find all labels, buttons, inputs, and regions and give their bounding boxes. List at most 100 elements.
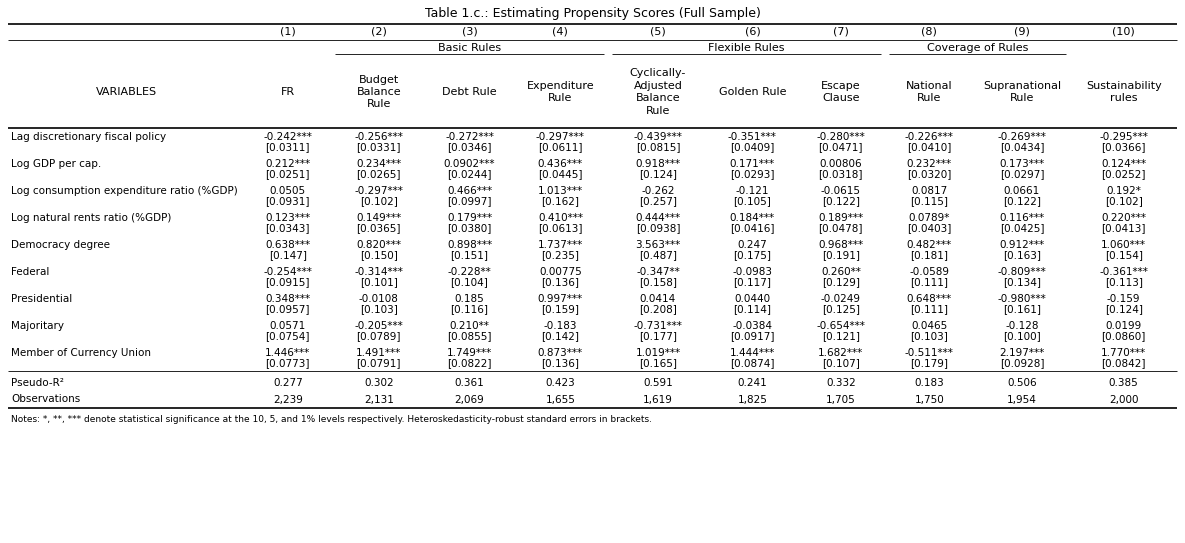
Text: Supranational
Rule: Supranational Rule bbox=[982, 81, 1061, 103]
Text: [0.0320]: [0.0320] bbox=[907, 169, 952, 179]
Text: Notes: *, **, *** denote statistical significance at the 10, 5, and 1% levels re: Notes: *, **, *** denote statistical sig… bbox=[11, 415, 652, 425]
Text: -0.183: -0.183 bbox=[544, 321, 577, 331]
Text: Expenditure
Rule: Expenditure Rule bbox=[526, 81, 594, 103]
Text: 1.682***: 1.682*** bbox=[818, 348, 864, 358]
Text: -0.262: -0.262 bbox=[641, 186, 674, 196]
Text: [0.105]: [0.105] bbox=[734, 197, 771, 206]
Text: [0.175]: [0.175] bbox=[734, 250, 771, 261]
Text: 0.123***: 0.123*** bbox=[265, 213, 310, 223]
Text: 0.210**: 0.210** bbox=[449, 321, 489, 331]
Text: -0.351***: -0.351*** bbox=[728, 132, 777, 142]
Text: [0.0791]: [0.0791] bbox=[357, 358, 401, 369]
Text: [0.0874]: [0.0874] bbox=[730, 358, 775, 369]
Text: [0.117]: [0.117] bbox=[734, 277, 771, 287]
Text: [0.136]: [0.136] bbox=[542, 358, 579, 369]
Text: (6): (6) bbox=[744, 27, 761, 37]
Text: (9): (9) bbox=[1014, 27, 1030, 37]
Text: 0.0465: 0.0465 bbox=[911, 321, 947, 331]
Text: -0.269***: -0.269*** bbox=[998, 132, 1046, 142]
Text: -0.347**: -0.347** bbox=[636, 267, 680, 277]
Text: [0.0931]: [0.0931] bbox=[265, 197, 310, 206]
Text: [0.0822]: [0.0822] bbox=[447, 358, 492, 369]
Text: 0.149***: 0.149*** bbox=[357, 213, 402, 223]
Text: 0.638***: 0.638*** bbox=[265, 240, 310, 250]
Text: [0.0938]: [0.0938] bbox=[635, 223, 680, 233]
Text: 1,954: 1,954 bbox=[1007, 395, 1037, 405]
Text: [0.0478]: [0.0478] bbox=[819, 223, 863, 233]
Text: Federal: Federal bbox=[11, 267, 50, 277]
Text: 0.234***: 0.234*** bbox=[357, 159, 402, 169]
Text: [0.102]: [0.102] bbox=[1104, 197, 1142, 206]
Text: [0.0611]: [0.0611] bbox=[538, 142, 583, 153]
Text: -0.128: -0.128 bbox=[1005, 321, 1039, 331]
Text: Cyclically-
Adjusted
Balance
Rule: Cyclically- Adjusted Balance Rule bbox=[629, 68, 686, 116]
Text: [0.113]: [0.113] bbox=[1104, 277, 1142, 287]
Text: Lag discretionary fiscal policy: Lag discretionary fiscal policy bbox=[11, 132, 166, 142]
Text: [0.0252]: [0.0252] bbox=[1101, 169, 1146, 179]
Text: Golden Rule: Golden Rule bbox=[718, 87, 786, 97]
Text: [0.0917]: [0.0917] bbox=[730, 331, 775, 342]
Text: 0.0199: 0.0199 bbox=[1106, 321, 1142, 331]
Text: VARIABLES: VARIABLES bbox=[96, 87, 156, 97]
Text: [0.0409]: [0.0409] bbox=[730, 142, 775, 153]
Text: 0.184***: 0.184*** bbox=[730, 213, 775, 223]
Text: 0.232***: 0.232*** bbox=[907, 159, 952, 169]
Text: 0.898***: 0.898*** bbox=[447, 240, 492, 250]
Text: [0.0957]: [0.0957] bbox=[265, 305, 310, 314]
Text: -0.511***: -0.511*** bbox=[905, 348, 954, 358]
Text: 0.385: 0.385 bbox=[1109, 377, 1139, 388]
Text: 0.410***: 0.410*** bbox=[538, 213, 583, 223]
Text: 0.0571: 0.0571 bbox=[270, 321, 306, 331]
Text: National
Rule: National Rule bbox=[907, 81, 953, 103]
Text: [0.124]: [0.124] bbox=[1104, 305, 1142, 314]
Text: 0.506: 0.506 bbox=[1007, 377, 1037, 388]
Text: 1.737***: 1.737*** bbox=[538, 240, 583, 250]
Text: -0.242***: -0.242*** bbox=[263, 132, 313, 142]
Text: -0.121: -0.121 bbox=[736, 186, 769, 196]
Text: -0.314***: -0.314*** bbox=[354, 267, 403, 277]
Text: Sustainability
rules: Sustainability rules bbox=[1085, 81, 1161, 103]
Text: [0.102]: [0.102] bbox=[360, 197, 398, 206]
Text: (5): (5) bbox=[651, 27, 666, 37]
Text: Budget
Balance
Rule: Budget Balance Rule bbox=[357, 74, 401, 109]
Text: [0.151]: [0.151] bbox=[450, 250, 488, 261]
Text: 0.277: 0.277 bbox=[273, 377, 302, 388]
Text: [0.0860]: [0.0860] bbox=[1102, 331, 1146, 342]
Text: -0.439***: -0.439*** bbox=[634, 132, 683, 142]
Text: 1.444***: 1.444*** bbox=[730, 348, 775, 358]
Text: [0.0445]: [0.0445] bbox=[538, 169, 583, 179]
Text: [0.147]: [0.147] bbox=[269, 250, 307, 261]
Text: [0.115]: [0.115] bbox=[910, 197, 948, 206]
Text: [0.129]: [0.129] bbox=[822, 277, 860, 287]
Text: [0.0365]: [0.0365] bbox=[357, 223, 401, 233]
Text: 1.060***: 1.060*** bbox=[1101, 240, 1146, 250]
Text: [0.0754]: [0.0754] bbox=[265, 331, 310, 342]
Text: [0.142]: [0.142] bbox=[542, 331, 579, 342]
Text: [0.0293]: [0.0293] bbox=[730, 169, 775, 179]
Text: -0.205***: -0.205*** bbox=[354, 321, 403, 331]
Text: -0.272***: -0.272*** bbox=[446, 132, 494, 142]
Text: [0.165]: [0.165] bbox=[639, 358, 677, 369]
Text: 1,705: 1,705 bbox=[826, 395, 856, 405]
Text: 0.185: 0.185 bbox=[455, 294, 485, 304]
Text: 0.648***: 0.648*** bbox=[907, 294, 952, 304]
Text: [0.0915]: [0.0915] bbox=[265, 277, 310, 287]
Text: 1,655: 1,655 bbox=[545, 395, 576, 405]
Text: 1.770***: 1.770*** bbox=[1101, 348, 1146, 358]
Text: [0.103]: [0.103] bbox=[360, 305, 398, 314]
Text: 2,239: 2,239 bbox=[273, 395, 303, 405]
Text: [0.235]: [0.235] bbox=[542, 250, 579, 261]
Text: [0.111]: [0.111] bbox=[910, 277, 948, 287]
Text: Log GDP per cap.: Log GDP per cap. bbox=[11, 159, 101, 169]
Text: -0.809***: -0.809*** bbox=[998, 267, 1046, 277]
Text: [0.0413]: [0.0413] bbox=[1101, 223, 1146, 233]
Text: 1,619: 1,619 bbox=[643, 395, 673, 405]
Text: 0.0661: 0.0661 bbox=[1004, 186, 1040, 196]
Text: 0.302: 0.302 bbox=[364, 377, 393, 388]
Text: [0.0311]: [0.0311] bbox=[265, 142, 310, 153]
Text: 0.0817: 0.0817 bbox=[911, 186, 947, 196]
Text: Observations: Observations bbox=[11, 395, 81, 405]
Text: 0.00806: 0.00806 bbox=[820, 159, 863, 169]
Text: [0.0403]: [0.0403] bbox=[907, 223, 952, 233]
Text: 0.436***: 0.436*** bbox=[538, 159, 583, 169]
